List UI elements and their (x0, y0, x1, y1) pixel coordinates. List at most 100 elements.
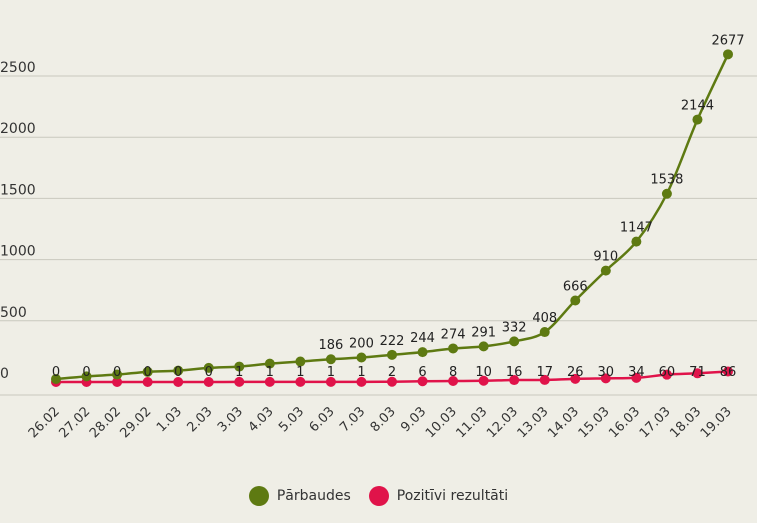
data-point-s0-8 (295, 356, 306, 367)
xtick-label-10: 7.03 (337, 404, 368, 435)
data-point-s0-13 (448, 343, 459, 354)
legend-swatch-pozitivi (368, 486, 389, 506)
ytick-label-1500: 1500 (0, 182, 36, 198)
data-label-s0-13: 274 (441, 327, 466, 342)
data-label-s1-14: 10 (475, 365, 492, 380)
data-point-s0-4 (173, 365, 184, 376)
data-point-s0-9 (325, 354, 336, 365)
data-label-s1-10: 1 (357, 365, 365, 380)
data-label-s1-17: 26 (567, 365, 584, 380)
xtick-label-6: 3.03 (215, 404, 246, 435)
data-point-s0-5 (203, 362, 214, 373)
data-label-s1-2: 0 (113, 365, 121, 380)
data-point-s0-18 (600, 265, 611, 276)
xtick-label-2: 28.02 (87, 404, 124, 441)
data-point-s0-7 (264, 358, 275, 369)
data-point-s1-2 (112, 377, 123, 387)
ytick-label-1000: 1000 (0, 244, 36, 260)
data-label-s1-12: 6 (418, 365, 426, 380)
data-point-s1-20 (661, 369, 672, 380)
data-point-s1-6 (234, 376, 245, 387)
data-point-s1-11 (387, 376, 397, 387)
xtick-label-9: 6.03 (307, 404, 338, 435)
data-point-s1-21 (692, 368, 703, 379)
data-point-s1-22 (723, 366, 733, 377)
data-label-s1-8: 1 (296, 365, 304, 380)
legend-label-pozitivi: Pozitīvi rezultāti (396, 488, 509, 504)
data-point-s0-17 (570, 295, 581, 306)
data-point-s0-6 (234, 361, 245, 372)
xtick-label-15: 12.03 (484, 404, 521, 441)
legend-label-parbaudes: Pārbaudes (276, 488, 351, 504)
data-point-s0-1 (81, 371, 92, 382)
data-point-s1-4 (173, 377, 184, 387)
xtick-label-5: 2.03 (184, 404, 215, 435)
data-point-s1-10 (356, 376, 367, 387)
data-point-s1-16 (539, 374, 550, 385)
data-point-s0-0 (51, 374, 61, 385)
xtick-label-1: 27.02 (56, 404, 93, 441)
data-point-s1-12 (417, 376, 428, 387)
series-line-0 (55, 53, 730, 381)
data-label-s1-5: 0 (205, 365, 213, 380)
xtick-label-11: 8.03 (368, 404, 399, 435)
ytick-label-2500: 2500 (0, 60, 36, 76)
data-point-s0-14 (478, 341, 489, 352)
data-point-s1-13 (448, 376, 459, 387)
data-point-s0-3 (142, 366, 153, 377)
data-point-s0-19 (631, 236, 642, 247)
data-label-s1-1: 0 (82, 365, 90, 380)
data-label-s1-11: 2 (388, 365, 396, 380)
data-label-s0-11: 222 (380, 334, 405, 349)
data-label-s1-19: 34 (628, 365, 645, 380)
data-point-s1-8 (295, 376, 306, 387)
xtick-label-22: 19.03 (698, 404, 735, 441)
xtick-label-4: 1.03 (154, 404, 185, 435)
legend-item-parbaudes[interactable]: Pārbaudes (248, 486, 351, 506)
data-label-s1-18: 30 (598, 365, 615, 380)
data-label-s0-15: 332 (502, 320, 527, 335)
data-label-s0-9: 186 (318, 338, 343, 353)
data-label-s0-16: 408 (532, 311, 557, 326)
ytick-label-2000: 2000 (0, 121, 36, 137)
data-point-s1-7 (264, 376, 275, 387)
data-label-s0-10: 200 (349, 337, 374, 352)
data-point-s0-22 (723, 49, 733, 60)
legend-item-pozitivi[interactable]: Pozitīvi rezultāti (368, 486, 509, 506)
xtick-label-14: 11.03 (454, 404, 491, 441)
xtick-label-3: 29.02 (118, 404, 155, 441)
xtick-label-20: 17.03 (637, 404, 674, 441)
data-point-s0-21 (692, 114, 703, 125)
xtick-label-13: 10.03 (423, 404, 460, 441)
data-point-s1-3 (142, 377, 153, 387)
data-point-s1-18 (600, 373, 611, 384)
data-label-s1-4: 0 (174, 365, 182, 380)
data-label-s1-6: 1 (235, 365, 243, 380)
data-point-s1-9 (325, 376, 336, 387)
data-label-s0-22: 2677 (711, 33, 744, 48)
data-point-s1-15 (509, 375, 520, 386)
data-label-s1-15: 16 (506, 365, 523, 380)
data-point-s1-19 (631, 372, 642, 383)
data-point-s0-10 (356, 352, 367, 363)
data-label-s0-14: 291 (471, 325, 496, 340)
data-label-s1-20: 60 (659, 365, 676, 380)
ytick-label-0: 0 (0, 366, 9, 382)
xtick-label-21: 18.03 (667, 404, 704, 441)
data-label-s1-13: 8 (449, 365, 457, 380)
xtick-label-8: 5.03 (276, 404, 307, 435)
data-label-s1-7: 1 (266, 365, 274, 380)
data-point-s0-20 (661, 188, 672, 199)
data-label-s0-18: 910 (593, 250, 618, 265)
data-label-s1-22: 86 (720, 365, 737, 380)
data-point-s1-5 (203, 377, 214, 387)
data-point-s0-16 (539, 327, 550, 338)
data-point-s0-12 (417, 347, 428, 358)
data-label-s1-21: 71 (689, 365, 706, 380)
xtick-label-0: 26.02 (26, 404, 63, 441)
data-label-s0-17: 666 (563, 279, 588, 294)
data-point-s0-2 (112, 369, 123, 380)
xtick-label-7: 4.03 (246, 404, 277, 435)
ytick-label-500: 500 (0, 305, 27, 321)
